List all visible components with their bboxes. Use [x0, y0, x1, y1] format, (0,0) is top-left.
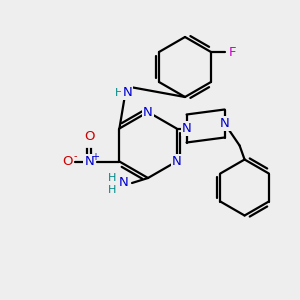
Text: N: N	[143, 106, 153, 118]
Text: O: O	[84, 130, 95, 143]
Text: H: H	[108, 185, 116, 195]
Text: O: O	[62, 155, 73, 168]
Text: -: -	[74, 152, 77, 161]
Text: +: +	[92, 152, 99, 161]
Text: N: N	[122, 86, 132, 99]
Text: H: H	[115, 88, 124, 98]
Text: N: N	[172, 155, 182, 168]
Text: N: N	[85, 155, 94, 168]
Text: N: N	[220, 117, 230, 130]
Text: N: N	[119, 176, 129, 190]
Text: N: N	[182, 122, 191, 135]
Text: F: F	[229, 46, 237, 59]
Text: H: H	[108, 173, 116, 183]
